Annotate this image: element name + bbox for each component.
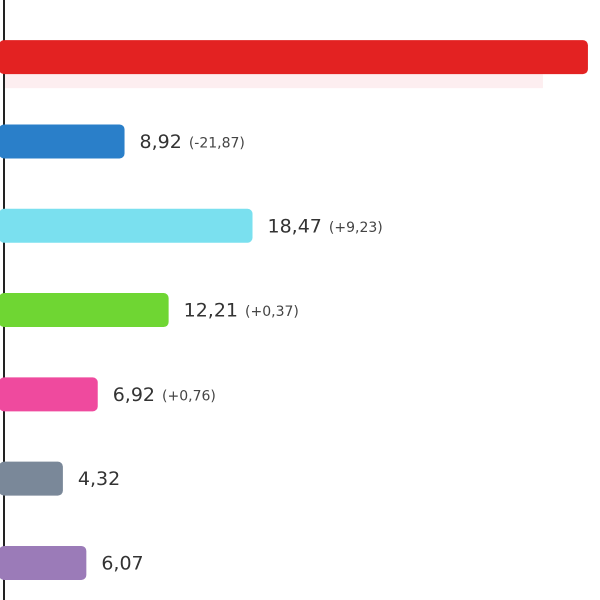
bar-shadow [5,74,543,89]
value-label: 12,21 [184,300,238,322]
change-label: (+9,23) [329,220,383,236]
value-label: 6,92 [113,384,155,406]
change-label: (-21,87) [189,135,245,151]
bar [0,461,63,496]
value-label: 18,47 [268,215,322,237]
value-label: 6,07 [101,552,143,574]
bar [0,208,253,243]
change-label: (+0,76) [162,388,216,404]
bar [0,377,98,412]
value-label: 4,32 [78,468,120,490]
bar [0,293,169,328]
change-label: (+0,37) [245,304,299,320]
bar [0,545,87,580]
value-label: 8,92 [140,131,182,153]
bar [0,124,125,159]
bar [0,40,588,75]
